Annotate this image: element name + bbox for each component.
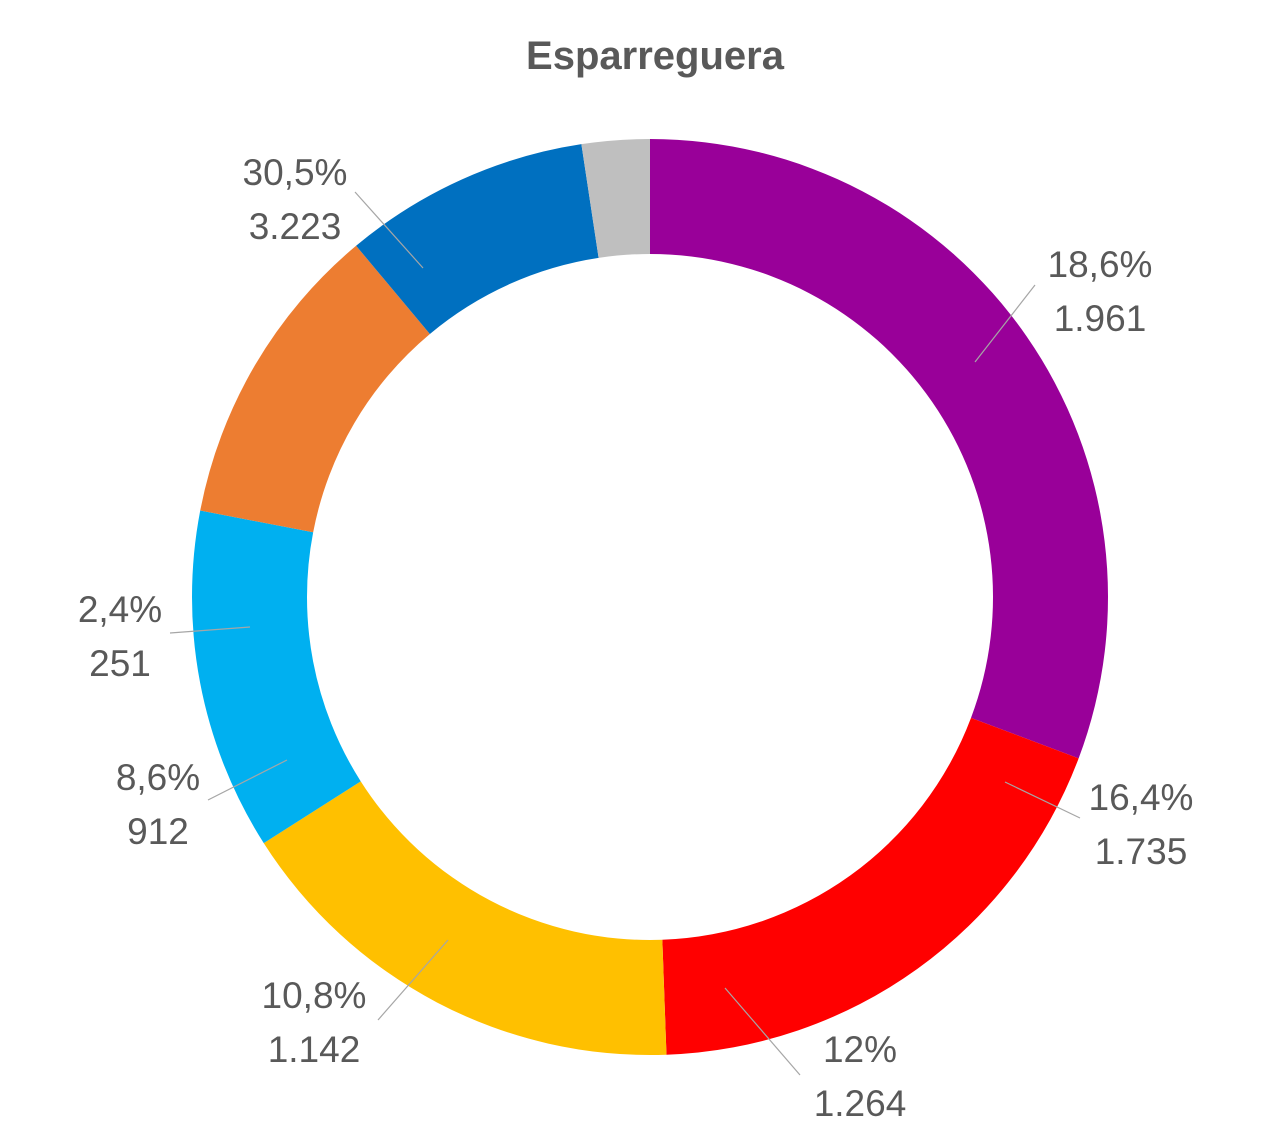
leader-line-3 — [1004, 781, 1081, 819]
slice-labels: 30,5% 3.223 18,6% 1.961 16,4% 1.735 12% 1.264 10… — [78, 152, 1194, 1124]
slice-value-label-1: 3.223 — [249, 206, 342, 247]
donut-slice-6 — [356, 144, 599, 334]
donut-slice-2 — [662, 717, 1079, 1055]
donut-slice-5 — [200, 245, 430, 533]
slice-value-label-3: 1.735 — [1095, 831, 1188, 872]
donut-slices — [191, 139, 1108, 1055]
slice-percent-label-3: 16,4% — [1089, 777, 1194, 818]
leader-lines — [169, 191, 1081, 1076]
leader-line-7 — [169, 626, 251, 634]
slice-percent-label-5: 10,8% — [262, 975, 367, 1016]
slice-percent-label-1: 30,5% — [243, 152, 348, 193]
slice-percent-label-4: 12% — [823, 1029, 897, 1070]
slice-percent-label-2: 18,6% — [1048, 244, 1153, 285]
slice-percent-label-7: 2,4% — [78, 589, 162, 630]
donut-slice-3 — [263, 781, 667, 1055]
slice-value-label-5: 1.142 — [268, 1029, 361, 1070]
slice-value-label-4: 1.264 — [814, 1083, 907, 1124]
donut-slice-4 — [191, 510, 361, 844]
slice-value-label-2: 1.961 — [1054, 298, 1147, 339]
leader-line-2 — [974, 284, 1036, 363]
donut-slice-1 — [650, 139, 1108, 759]
slice-percent-label-6: 8,6% — [116, 757, 200, 798]
donut-slice-7 — [581, 139, 650, 258]
leader-line-5 — [377, 939, 449, 1021]
leader-line-6 — [207, 759, 288, 801]
slice-value-label-6: 912 — [127, 811, 189, 852]
leader-line-1 — [354, 191, 424, 269]
chart-title: Esparreguera — [526, 34, 785, 78]
leader-line-4 — [724, 987, 801, 1076]
slice-value-label-7: 251 — [89, 643, 151, 684]
